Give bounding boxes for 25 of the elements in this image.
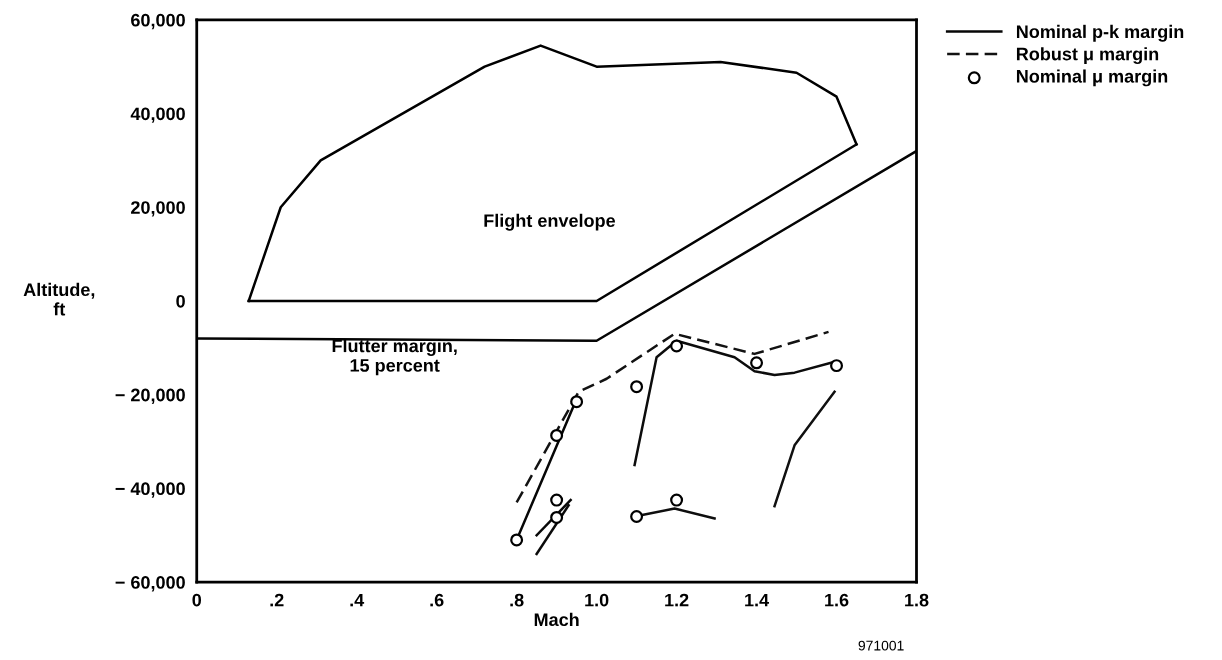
x-tick-label: 1.0 — [585, 593, 609, 607]
y-tick-label: 0 — [176, 294, 185, 308]
x-tick-label: .6 — [430, 593, 444, 607]
x-tick-label: 0 — [192, 593, 202, 607]
legend-label: Robust μ margin — [1016, 47, 1159, 65]
x-tick-label: .8 — [510, 593, 524, 607]
y-tick-label: 40,000 — [130, 107, 185, 123]
x-tick-label: .4 — [350, 593, 365, 607]
x-tick-label: 1.2 — [665, 593, 689, 607]
x-tick-label: 1.8 — [905, 593, 929, 607]
y-tick-label: − 40,000 — [115, 482, 185, 498]
y-axis-title: Altitude, ft — [23, 282, 95, 316]
x-tick-label: 1.6 — [825, 593, 849, 607]
y-tick-label: − 20,000 — [115, 388, 185, 405]
y-tick-label: 60,000 — [131, 13, 185, 30]
y-tick-label: − 60,000 — [115, 576, 185, 592]
annotation: Flight envelope — [484, 213, 616, 231]
x-tick-label: .2 — [270, 593, 284, 607]
legend-label: Nominal p-k margin — [1016, 24, 1184, 42]
annotation: Flutter margin, 15 percent — [332, 339, 457, 376]
y-tick-label: 20,000 — [131, 201, 185, 217]
legend-label: Nominal μ margin — [1016, 69, 1168, 87]
x-axis-title: Mach — [534, 612, 579, 627]
text: 971001 — [858, 640, 904, 651]
x-tick-label: 1.4 — [745, 593, 770, 607]
